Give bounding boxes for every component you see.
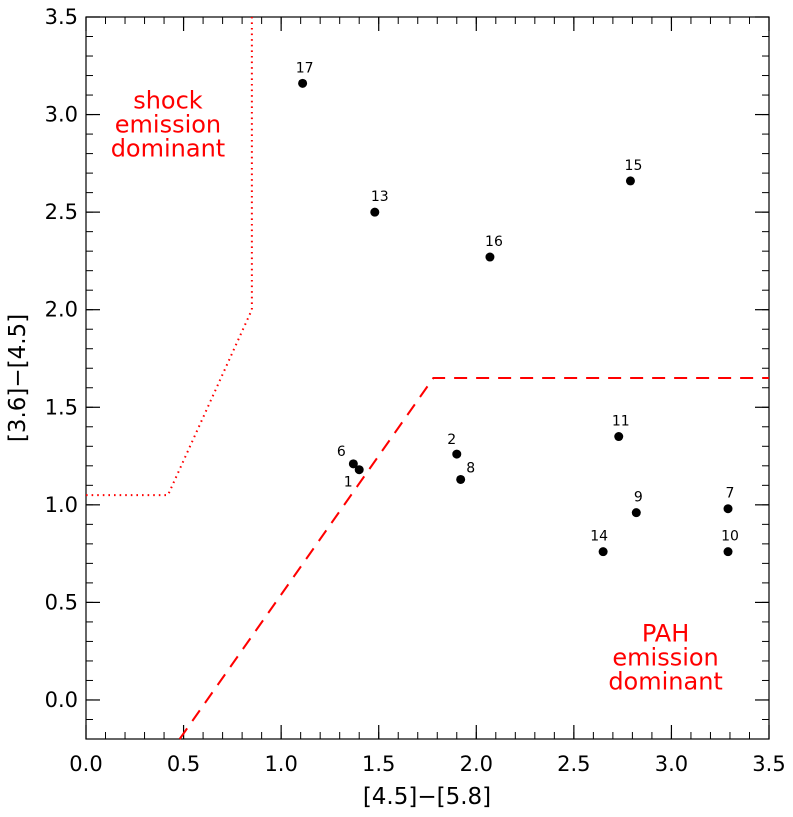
point-label-1: 1: [344, 475, 353, 491]
x-tick-label: 1.0: [264, 752, 297, 776]
x-tick-label: 3.0: [655, 752, 688, 776]
point-11: [614, 432, 624, 442]
point-10: [723, 547, 733, 557]
point-label-15: 15: [625, 158, 643, 174]
major-ticks: [85, 16, 770, 739]
pah-label-line-2: dominant: [608, 667, 723, 695]
point-label-13: 13: [371, 189, 389, 205]
y-tick-label: 2.5: [45, 200, 78, 224]
x-axis-title: [4.5]−[5.8]: [363, 784, 491, 810]
point-13: [370, 207, 380, 217]
y-tick-label: 1.0: [45, 493, 78, 517]
x-tick-labels: 0.0 0.5 1.0 1.5 2.0 2.5 3.0 3.5: [69, 752, 785, 776]
x-tick-label: 1.5: [362, 752, 395, 776]
y-tick-label: 3.5: [45, 5, 78, 29]
shock-label-line-2: dominant: [111, 135, 226, 163]
region-boundaries: [86, 17, 769, 740]
x-tick-label: 0.0: [69, 752, 102, 776]
point-1: [354, 465, 364, 475]
x-tick-label: 0.5: [167, 752, 200, 776]
y-tick-labels: 0.0 0.5 1.0 1.5 2.0 2.5 3.0 3.5: [45, 5, 78, 712]
x-tick-label: 2.0: [460, 752, 493, 776]
pah-boundary: [178, 377, 769, 740]
point-label-7: 7: [726, 486, 735, 502]
point-label-10: 10: [721, 529, 739, 545]
y-tick-label: 1.5: [45, 395, 78, 419]
point-label-11: 11: [612, 414, 630, 430]
data-points: 1 2 6 7 8 9 10 11 13 14 15 16 17: [296, 60, 739, 557]
point-7: [723, 504, 733, 514]
y-tick-label: 0.5: [45, 590, 78, 614]
point-6: [348, 459, 358, 469]
point-16: [485, 252, 495, 262]
y-tick-label: 3.0: [45, 103, 78, 127]
point-label-6: 6: [337, 444, 346, 460]
pah-label-line-1: emission: [612, 643, 718, 671]
point-2: [452, 449, 462, 459]
point-8: [456, 474, 466, 484]
y-axis-title: [3.6]−[4.5]: [5, 314, 31, 442]
shock-label-line-0: shock: [133, 87, 203, 115]
point-9: [631, 508, 641, 518]
shock-label-line-1: emission: [115, 111, 221, 139]
x-tick-label: 3.5: [752, 752, 785, 776]
point-label-2: 2: [447, 432, 456, 448]
x-tick-label: 2.5: [557, 752, 590, 776]
shock-boundary: [86, 17, 253, 497]
point-label-14: 14: [590, 529, 608, 545]
point-17: [298, 78, 308, 88]
point-label-9: 9: [634, 490, 643, 506]
pah-label-line-0: PAH: [642, 619, 689, 647]
point-14: [598, 547, 608, 557]
point-label-17: 17: [296, 60, 314, 76]
point-label-16: 16: [485, 234, 503, 250]
y-tick-label: 0.0: [45, 688, 78, 712]
point-15: [625, 176, 635, 186]
y-tick-label: 2.0: [45, 298, 78, 322]
point-label-8: 8: [466, 460, 475, 476]
